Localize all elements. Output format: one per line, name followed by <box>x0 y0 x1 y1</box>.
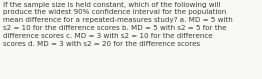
Text: If the sample size is held constant, which of the following will
produce the wid: If the sample size is held constant, whi… <box>3 2 233 47</box>
